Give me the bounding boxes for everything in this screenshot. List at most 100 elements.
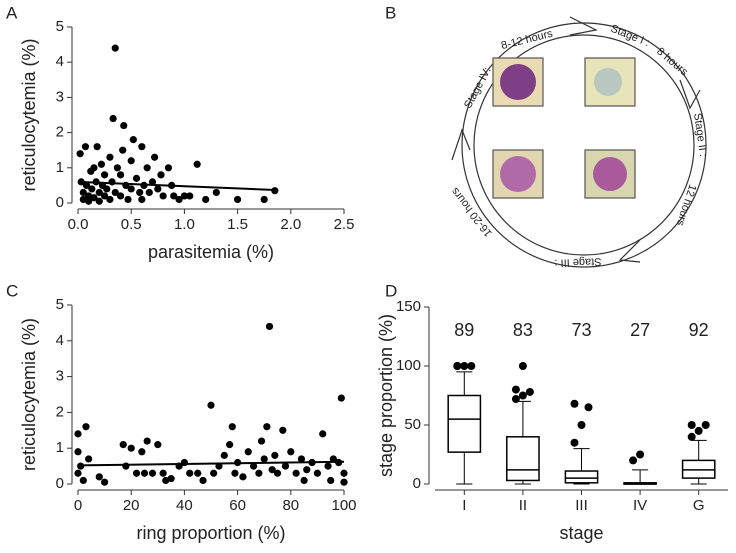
cycle-circle — [461, 22, 707, 268]
point — [79, 188, 87, 197]
point — [103, 185, 111, 193]
point — [138, 195, 146, 204]
point — [81, 143, 90, 151]
x-tick-label: I — [462, 497, 466, 514]
outlier — [584, 403, 593, 412]
cycle-circle — [473, 34, 695, 256]
point — [244, 448, 252, 456]
stage-label: 12 hours — [674, 183, 699, 228]
x-tick-label: 2.0 — [280, 216, 301, 233]
point — [111, 44, 119, 52]
point — [255, 469, 263, 477]
point — [226, 441, 234, 449]
point — [95, 188, 103, 197]
y-tick-label: 1 — [56, 159, 64, 176]
point — [220, 451, 228, 459]
y-tick-label: 0 — [56, 475, 64, 492]
point — [111, 188, 119, 197]
x-axis-label: ring proportion (%) — [136, 523, 285, 543]
y-tick-label: 4 — [56, 332, 64, 349]
outlier — [525, 387, 534, 396]
y-tick-label: 0 — [413, 475, 421, 492]
point — [210, 469, 218, 477]
point — [85, 455, 93, 463]
y-tick-label: 3 — [56, 88, 64, 105]
x-tick-label: IV — [633, 497, 647, 514]
point — [124, 195, 132, 204]
y-tick-label: 5 — [56, 18, 64, 35]
y-tick-label: 150 — [396, 298, 421, 315]
outlier — [701, 421, 710, 429]
point — [119, 146, 127, 154]
cell — [593, 157, 627, 191]
point — [281, 462, 290, 470]
y-tick-label: 0 — [56, 194, 64, 211]
outlier — [511, 385, 520, 394]
point — [319, 430, 327, 438]
point — [260, 455, 268, 463]
point — [101, 478, 109, 486]
panel-letter: B — [385, 3, 396, 22]
box — [447, 394, 482, 453]
point — [85, 197, 93, 205]
point — [265, 322, 274, 331]
point — [164, 164, 173, 172]
point — [287, 448, 295, 456]
y-tick-label: 1 — [56, 439, 64, 456]
point — [140, 469, 149, 477]
point — [93, 143, 101, 151]
x-tick-label: 1.0 — [174, 216, 195, 233]
point — [154, 185, 162, 193]
cycle-diagram — [451, 16, 707, 268]
point — [260, 195, 268, 204]
point — [154, 441, 162, 449]
outlier — [467, 362, 476, 370]
point — [159, 192, 167, 200]
outlier — [570, 438, 579, 447]
point — [329, 455, 337, 463]
count-label: 89 — [454, 320, 474, 340]
point — [194, 469, 202, 477]
x-tick-label: 60 — [229, 497, 246, 514]
point — [108, 178, 116, 186]
point — [313, 469, 321, 477]
point — [120, 121, 128, 130]
x-tick-label: 0.0 — [68, 216, 89, 233]
arrow-head — [679, 79, 701, 110]
point — [148, 469, 157, 477]
point — [239, 473, 247, 481]
x-axis-label: parasitemia (%) — [148, 242, 274, 262]
point — [132, 174, 141, 182]
point — [297, 455, 306, 463]
point — [101, 171, 109, 179]
y-axis-label: reticulocytemia (%) — [19, 318, 39, 471]
y-tick-label: 5 — [56, 296, 64, 313]
point — [268, 466, 276, 474]
outlier — [453, 362, 462, 370]
x-tick-label: 40 — [176, 497, 193, 514]
x-tick-label: 20 — [123, 497, 140, 514]
point — [180, 458, 188, 467]
point — [271, 451, 279, 459]
point — [143, 164, 151, 172]
fit-line — [77, 460, 345, 467]
y-tick-label: 2 — [56, 403, 64, 420]
stage-label: Stage IV: — [462, 65, 494, 110]
x-tick-label: 100 — [331, 497, 356, 514]
outlier — [511, 395, 520, 404]
point — [151, 153, 159, 161]
cell — [500, 156, 536, 192]
x-axis-label: stage — [559, 523, 603, 543]
point — [106, 195, 114, 204]
point — [132, 469, 141, 477]
arrow-head — [569, 16, 598, 36]
point — [271, 187, 279, 195]
outlier — [694, 426, 703, 435]
point — [129, 136, 137, 144]
point — [234, 195, 242, 204]
x-tick-label: 0.5 — [121, 216, 142, 233]
outlier — [629, 456, 638, 465]
point — [138, 143, 146, 151]
y-tick-label: 100 — [396, 357, 421, 374]
